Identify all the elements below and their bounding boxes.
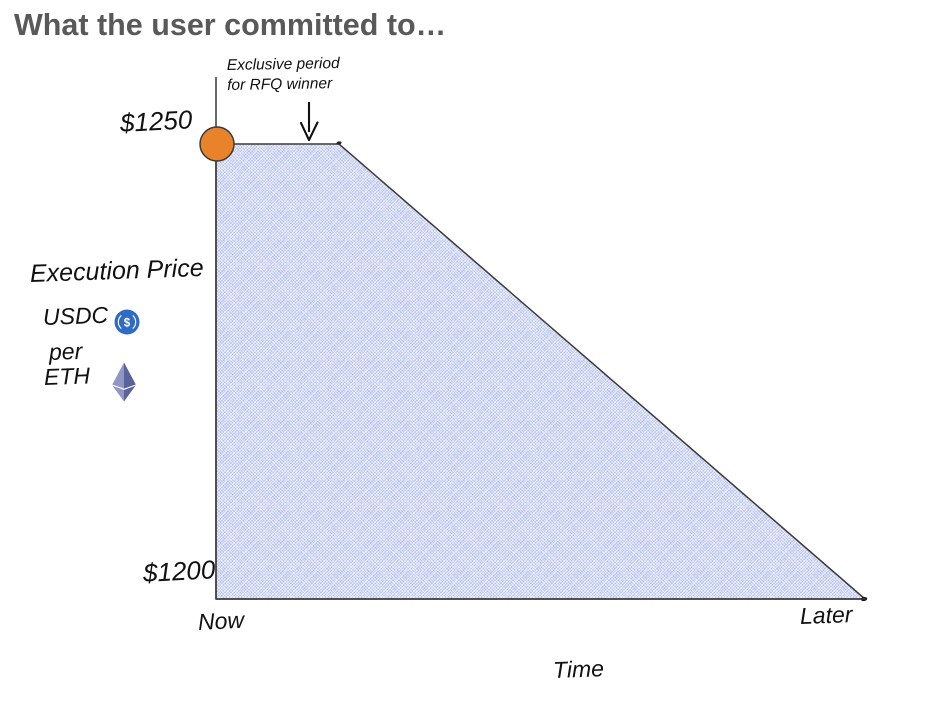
svg-text:$: $ (124, 317, 131, 329)
